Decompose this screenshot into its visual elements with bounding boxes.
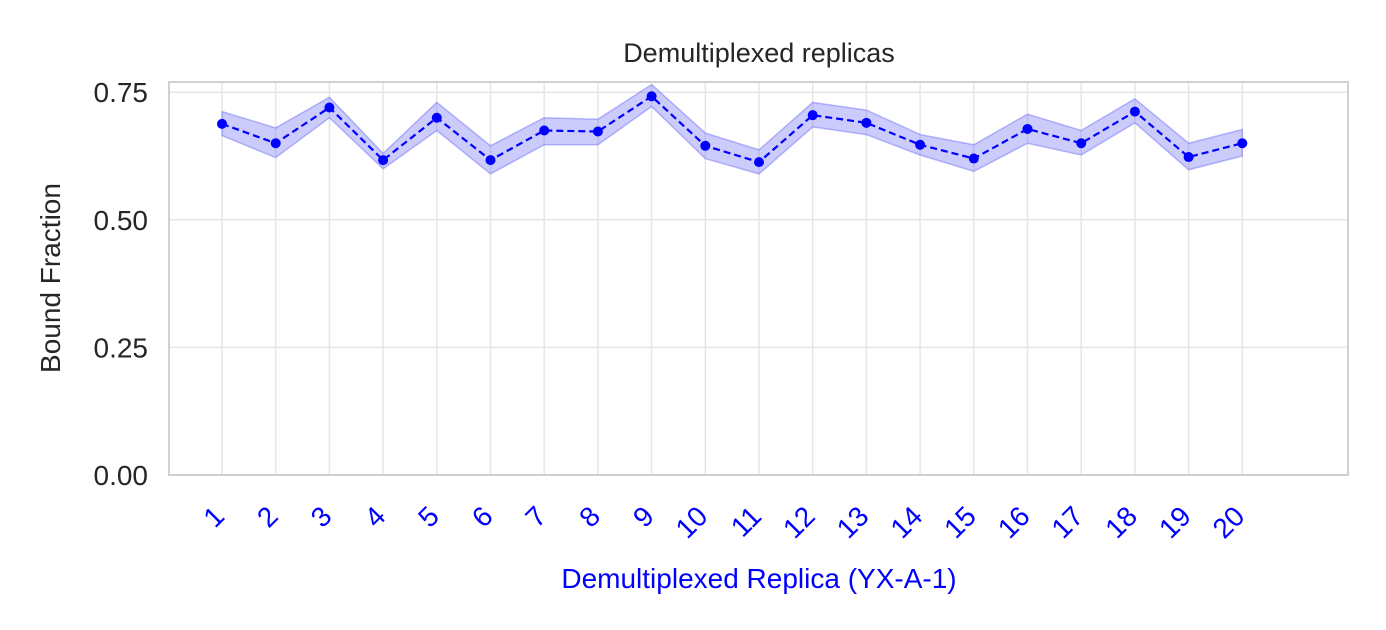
y-tick-label: 0.25	[94, 332, 149, 363]
x-tick-label: 9	[627, 500, 660, 533]
data-point	[270, 138, 281, 149]
x-tick-label: 19	[1153, 500, 1197, 544]
data-point	[700, 140, 711, 151]
data-point	[1183, 152, 1194, 163]
y-axis-label: Bound Fraction	[35, 183, 66, 373]
x-tick-label: 5	[412, 500, 445, 533]
x-tick-label: 7	[520, 500, 553, 533]
x-axis-ticks: 1 2 3 4 5 6 7 8 9 10 11 12 13 14 15 16 17 18 19 20	[197, 500, 1250, 544]
y-tick-label: 0.50	[94, 205, 149, 236]
data-point	[915, 139, 926, 150]
data-point	[807, 110, 818, 121]
data-point	[1237, 138, 1248, 149]
data-point	[431, 112, 442, 123]
y-axis-ticks: 0.00 0.25 0.50 0.75	[94, 77, 149, 491]
x-tick-label: 2	[251, 500, 284, 533]
x-tick-label: 18	[1099, 500, 1143, 544]
series-points	[217, 91, 1248, 168]
data-point	[378, 155, 389, 166]
x-tick-label: 10	[670, 500, 714, 544]
x-tick-label: 6	[466, 500, 499, 533]
x-tick-label: 13	[831, 500, 875, 544]
data-point	[217, 118, 227, 129]
x-tick-label: 12	[777, 500, 821, 544]
plot-frame	[168, 81, 1349, 476]
data-point	[754, 157, 764, 168]
confidence-band-area	[221, 83, 1244, 175]
chart-title: Demultiplexed replicas	[623, 38, 895, 68]
x-tick-label: 16	[992, 500, 1036, 544]
data-point	[968, 153, 979, 164]
data-point	[324, 102, 335, 113]
data-point	[1129, 106, 1140, 117]
y-tick-label: 0.75	[94, 77, 149, 108]
x-tick-label: 1	[197, 500, 230, 533]
data-point	[1022, 123, 1033, 134]
x-tick-label: 15	[938, 500, 982, 544]
x-tick-label: 3	[305, 500, 338, 533]
x-tick-label: 14	[884, 500, 928, 544]
x-tick-label: 11	[725, 500, 767, 542]
y-tick-label: 0.00	[94, 460, 149, 491]
data-point	[1076, 138, 1087, 149]
data-point	[592, 126, 603, 137]
data-point	[861, 117, 872, 128]
x-tick-label: 20	[1207, 500, 1251, 544]
data-point	[485, 155, 496, 166]
data-point	[539, 125, 550, 136]
x-tick-label: 8	[573, 500, 606, 533]
confidence-band	[221, 83, 1244, 175]
x-axis-label: Demultiplexed Replica (YX-A-1)	[561, 563, 956, 594]
x-tick-label: 4	[358, 500, 391, 533]
data-point	[646, 91, 657, 102]
x-tick-label: 17	[1045, 500, 1089, 544]
